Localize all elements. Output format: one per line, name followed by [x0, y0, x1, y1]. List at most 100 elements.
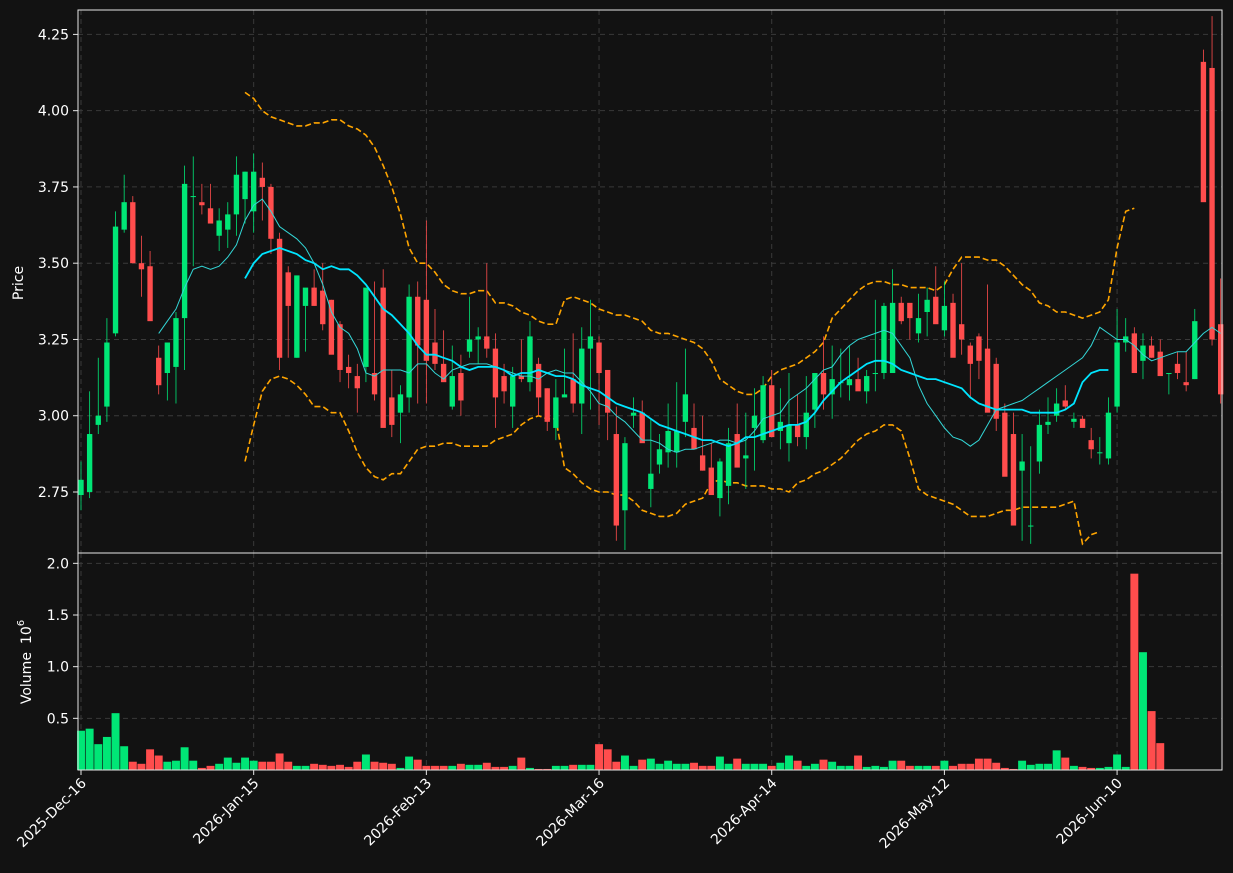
volume-bar — [370, 761, 379, 770]
candle-body — [846, 379, 853, 386]
volume-bar — [223, 757, 232, 770]
candle-body — [440, 363, 447, 383]
volume-bar — [405, 756, 414, 770]
volume-bar — [241, 757, 250, 770]
candle-body — [492, 348, 499, 398]
volume-bar — [249, 760, 258, 770]
volume-bar — [750, 763, 759, 770]
candle-body — [1192, 321, 1198, 380]
candle-body — [225, 214, 231, 230]
volume-bar — [292, 765, 301, 770]
volume-bar — [698, 765, 707, 770]
volume-bar — [1009, 768, 1018, 770]
candle-body — [1019, 461, 1025, 471]
volume-bar — [163, 761, 172, 770]
candle-body — [389, 397, 395, 425]
volume-bar — [1156, 743, 1165, 770]
volume-bar — [767, 765, 776, 770]
price-tick-label: 3.50 — [38, 256, 69, 272]
candle-body — [1166, 373, 1172, 375]
candle-body — [259, 177, 265, 187]
volume-bar — [448, 765, 457, 770]
candle-body — [725, 443, 732, 486]
volume-bar — [456, 763, 465, 770]
price-tick-label: 3.75 — [38, 180, 69, 196]
volume-tick-label: 1.5 — [47, 608, 69, 624]
volume-bar — [1035, 763, 1044, 770]
price-tick-label: 2.75 — [38, 485, 69, 501]
volume-tick-label: 0.5 — [47, 711, 69, 727]
candle-body — [691, 427, 697, 450]
candle-body — [78, 479, 84, 496]
candle-body — [147, 266, 153, 322]
candle-body — [380, 287, 386, 428]
candle-body — [130, 202, 136, 264]
price-tick-label: 3.00 — [38, 409, 69, 425]
volume-bar — [491, 766, 500, 770]
volume-bar — [931, 765, 940, 770]
candle-body — [579, 348, 585, 404]
candle-body — [1131, 333, 1138, 374]
candle-body — [984, 348, 991, 413]
volume-bar — [569, 764, 578, 770]
volume-bar — [672, 763, 681, 770]
candle-body — [648, 473, 654, 489]
volume-bar — [577, 764, 586, 770]
candle-body — [138, 263, 145, 270]
candle-body — [544, 388, 550, 422]
volume-bar — [724, 763, 733, 770]
volume-bar — [102, 736, 111, 770]
price-tick-label: 3.25 — [38, 332, 69, 348]
volume-bar — [586, 764, 595, 770]
volume-bar — [638, 759, 647, 770]
volume-bar — [94, 744, 103, 770]
candle-body — [337, 324, 343, 370]
volume-bar — [379, 762, 388, 770]
candle-body — [484, 336, 490, 349]
volume-bar — [560, 765, 569, 770]
candle-body — [570, 379, 576, 404]
volume-bar — [180, 747, 189, 770]
volume-bar — [1121, 766, 1130, 770]
candle-body — [112, 226, 119, 334]
volume-tick-label: 2.0 — [47, 556, 69, 572]
candle-body — [121, 202, 127, 230]
candle-body — [1209, 67, 1215, 340]
volume-bar — [940, 760, 949, 770]
ma-fast-line — [158, 198, 1221, 453]
candle-body — [941, 305, 948, 331]
candle-body — [458, 373, 464, 401]
volume-bar — [905, 765, 914, 770]
candle-body — [199, 202, 205, 206]
volume-bar — [1018, 760, 1027, 770]
band-lower-line — [244, 375, 1101, 546]
candle-body — [285, 272, 291, 306]
volume-bar — [327, 765, 336, 770]
volume-bar — [776, 762, 785, 770]
volume-bar — [664, 760, 673, 770]
volume-bar — [741, 763, 750, 770]
volume-bar — [387, 763, 396, 770]
volume-bar — [232, 762, 241, 770]
candle-body — [613, 434, 619, 526]
candle-body — [156, 357, 162, 386]
volume-bar — [413, 759, 422, 770]
candle-body — [1174, 363, 1181, 374]
candle-body — [181, 183, 188, 319]
volume-bar — [482, 762, 491, 770]
volume-bar — [854, 755, 863, 770]
volume-bar — [525, 767, 534, 770]
candle-body — [449, 376, 455, 407]
moving-averages — [158, 198, 1221, 453]
volume-bar — [1026, 764, 1035, 770]
candle-body — [950, 302, 956, 358]
volume-bar — [77, 730, 85, 770]
volume-bar — [914, 765, 923, 770]
candle-body — [889, 302, 896, 374]
volume-bar — [258, 761, 267, 770]
candle-body — [976, 336, 982, 361]
volume-bar — [1113, 754, 1122, 770]
candle-body — [432, 342, 438, 364]
candle-body — [1148, 345, 1155, 358]
volume-panel: 0.5 1.0 1.5 2.0 Volume106 — [16, 552, 1223, 771]
